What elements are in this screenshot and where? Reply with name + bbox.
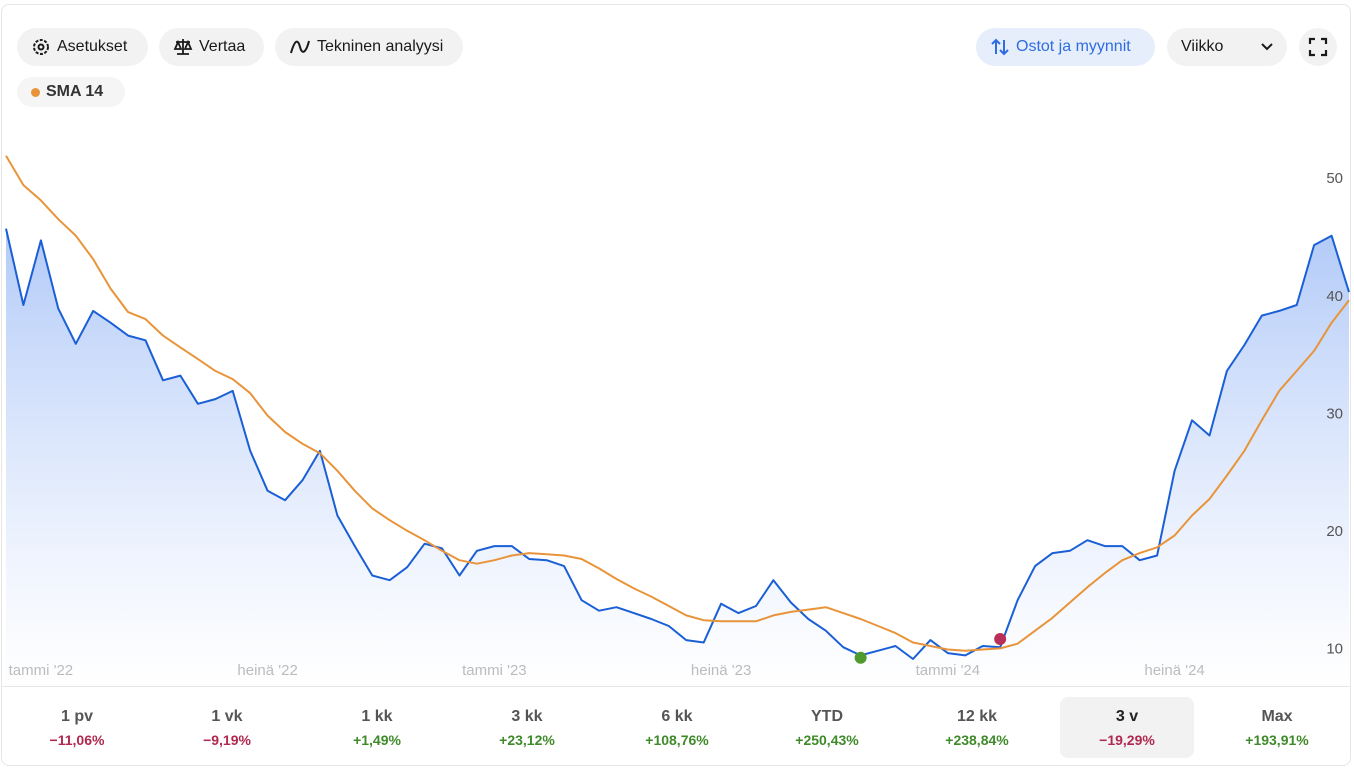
y-tick-label: 10 xyxy=(1326,641,1343,658)
period-label: 6 kk xyxy=(661,707,693,725)
fullscreen-button[interactable] xyxy=(1299,28,1337,66)
trend-icon xyxy=(290,40,310,54)
interval-select[interactable]: Viikko xyxy=(1167,28,1287,66)
area xyxy=(6,228,1349,685)
period-change: +23,12% xyxy=(499,731,555,748)
period-option[interactable]: 1 pv −11,06% xyxy=(10,697,144,758)
y-tick-label: 40 xyxy=(1326,288,1343,305)
select-label: Viikko xyxy=(1181,38,1224,55)
gear-icon xyxy=(33,39,49,55)
trades-toggle[interactable]: Ostot ja myynnit xyxy=(976,28,1155,66)
period-label: 1 kk xyxy=(361,707,393,725)
fullscreen-icon xyxy=(1308,37,1328,57)
period-option[interactable]: 3 kk +23,12% xyxy=(460,697,594,758)
period-label: 12 kk xyxy=(956,707,998,725)
period-option[interactable]: 1 kk +1,49% xyxy=(310,697,444,758)
period-option[interactable]: Max +193,91% xyxy=(1210,697,1344,758)
period-change: −9,19% xyxy=(203,731,251,748)
period-label: Max xyxy=(1261,707,1293,725)
period-change: +238,84% xyxy=(945,731,1009,748)
period-option[interactable]: 1 vk −9,19% xyxy=(160,697,294,758)
settings-button[interactable]: Asetukset xyxy=(17,28,148,66)
period-change: +250,43% xyxy=(795,731,859,748)
period-label: YTD xyxy=(811,707,843,725)
line xyxy=(5,155,1350,652)
chart-card: tammi '22heinä '22tammi '23heinä '23tamm… xyxy=(1,4,1351,766)
legend-label: SMA 14 xyxy=(46,83,104,100)
period-change: +108,76% xyxy=(645,731,709,748)
indicator-chip[interactable]: SMA 14 xyxy=(17,77,126,107)
compare-button[interactable]: Vertaa xyxy=(159,28,264,66)
period-change: −11,06% xyxy=(49,731,105,748)
chevron xyxy=(1261,43,1273,51)
button-label: Vertaa xyxy=(199,38,246,55)
swap-icon xyxy=(991,38,1009,56)
period-bar: 1 pv −11,06% 1 vk −9,19% 1 kk +1,49% 3 kk +23,1… xyxy=(2,686,1350,765)
period-option[interactable]: 12 kk +238,84% xyxy=(910,697,1044,758)
technical-button[interactable]: Tekninen analyysi xyxy=(275,28,463,66)
period-label: 1 pv xyxy=(60,707,93,725)
period-option[interactable]: 6 kk +108,76% xyxy=(610,697,744,758)
button-label: Ostot ja myynnit xyxy=(1016,38,1131,55)
period-label: 3 kk xyxy=(511,707,543,725)
trade-marker xyxy=(994,632,1007,645)
legend-dot xyxy=(31,87,40,97)
button-label: Asetukset xyxy=(57,38,128,55)
y-tick-label: 20 xyxy=(1326,523,1343,540)
y-tick-label: 30 xyxy=(1326,405,1343,422)
chart: tammi '22heinä '22tammi '23heinä '23tamm… xyxy=(5,155,1350,685)
period-option[interactable]: YTD +250,43% xyxy=(760,697,894,758)
button-label: Tekninen analyysi xyxy=(317,38,444,55)
line xyxy=(5,228,1350,660)
trade-marker xyxy=(854,651,867,664)
period-option[interactable]: 3 v −19,29% xyxy=(1060,697,1194,758)
scale-icon xyxy=(173,39,193,55)
period-label: 3 v xyxy=(1115,707,1139,725)
period-label: 1 vk xyxy=(211,707,243,725)
period-change: +193,91% xyxy=(1245,731,1309,748)
y-tick-label: 50 xyxy=(1326,170,1343,187)
period-change: +1,49% xyxy=(353,731,401,748)
period-change: −19,29% xyxy=(1099,731,1155,748)
